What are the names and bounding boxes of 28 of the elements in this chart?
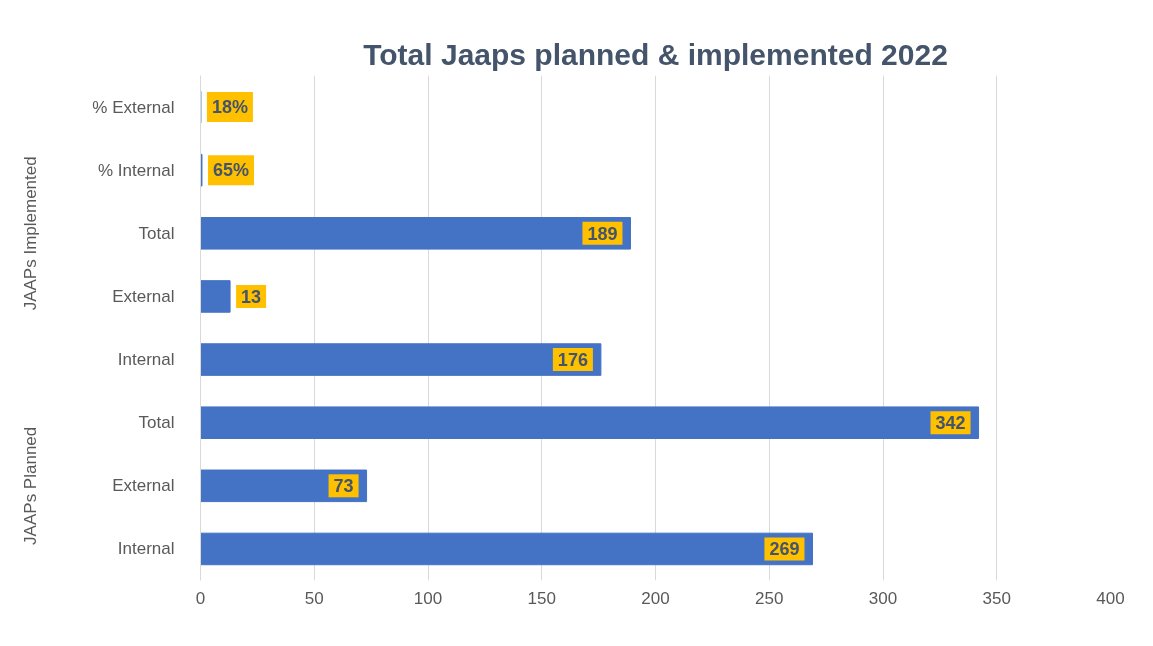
data-label: 176 [557,350,588,371]
data-label: 189 [587,223,618,244]
y-tick-label: Internal [117,350,175,370]
x-tick-label: 0 [195,588,206,608]
y-tick-label: Total [138,413,175,433]
y-tick-label: External [112,286,175,306]
y-tick-label: Internal [117,539,175,559]
x-tick-label: 200 [641,588,670,608]
chart-title: Total Jaaps planned & implemented 2022 [363,37,948,71]
y-tick-label: Total [138,223,175,243]
y-tick-label: External [112,476,175,496]
text: JAAPs Planned [21,426,40,545]
x-tick-label: 400 [1096,588,1125,608]
data-label: 73 [333,476,354,497]
x-tick-label: 50 [304,588,324,608]
x-tick-label: 250 [755,588,784,608]
x-tick-label: 150 [527,588,556,608]
data-label: 342 [935,413,966,434]
data-label: 18% [211,97,248,118]
y-tick-label: % Internal [97,160,175,180]
y-tick-label: % External [92,97,175,117]
x-tick-label: 100 [413,588,443,608]
data-label: 269 [769,539,800,560]
data-label: 65% [212,160,250,181]
x-tick-label: 300 [868,588,898,608]
data-label: 13 [241,286,262,307]
text: JAAPs Implemented [21,156,40,311]
x-tick-label: 350 [982,588,1011,608]
